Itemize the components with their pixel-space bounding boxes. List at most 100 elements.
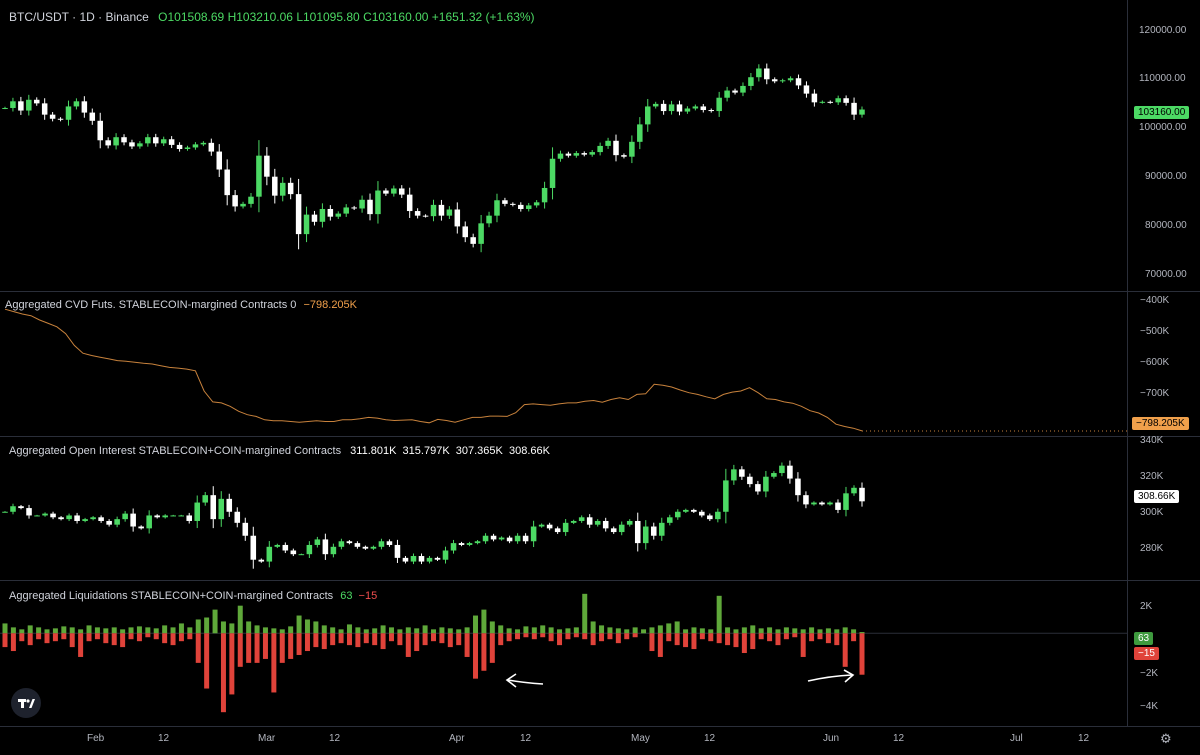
price-candle <box>137 143 143 147</box>
price-candle <box>644 106 651 125</box>
oi-candle <box>418 556 425 562</box>
liq-long-bar <box>817 629 823 634</box>
liq-short-bar <box>52 633 58 642</box>
oi-candle <box>594 520 601 525</box>
liq-long-bar <box>515 629 521 634</box>
time-tick: 12 <box>329 733 341 744</box>
oi-candle <box>466 543 473 545</box>
price-candle <box>335 213 342 217</box>
oi-last-label: 308.66K <box>1134 490 1180 503</box>
oi-title[interactable]: Aggregated Open Interest STABLECOIN+COIN… <box>9 445 342 457</box>
cvd-title[interactable]: Aggregated CVD Futs. STABLECOIN-margined… <box>5 299 297 311</box>
liq-short-bar <box>523 633 529 638</box>
liq-long-bar <box>52 628 58 634</box>
price-candle <box>692 106 699 109</box>
price-candle <box>113 137 119 146</box>
price-candle <box>105 140 111 146</box>
liq-short-bar <box>481 633 487 671</box>
oi-legend[interactable]: Aggregated Open Interest STABLECOIN+COIN… <box>9 445 550 457</box>
pane-separator-price-cvd[interactable] <box>0 291 1200 292</box>
oi-candle <box>562 522 569 533</box>
liq-short-bar <box>153 633 159 640</box>
time-tick: Mar <box>258 733 276 744</box>
price-candle <box>33 99 40 104</box>
liq-short-bar <box>27 633 33 646</box>
gear-icon[interactable]: ⚙ <box>1160 731 1172 746</box>
price-candle <box>57 118 64 120</box>
liq-short-bar <box>464 633 470 657</box>
oi-candle <box>586 517 593 525</box>
price-candle <box>49 114 56 119</box>
oi-candle <box>266 546 273 562</box>
price-candle <box>756 68 762 78</box>
liq-long-bar <box>624 629 630 634</box>
liq-short-bar <box>296 633 302 655</box>
liq-long-bar <box>582 593 588 634</box>
price-candle <box>145 137 151 144</box>
oi-tick: 320K <box>1140 471 1164 482</box>
price-candle <box>835 98 841 103</box>
liq-long-bar <box>288 626 294 634</box>
price-candle <box>184 147 191 149</box>
liq-long-value: 63 <box>340 590 353 602</box>
price-candle <box>367 199 373 215</box>
oi-candle <box>290 550 297 555</box>
liq-long-bar <box>750 625 756 634</box>
liq-long-bar <box>36 627 42 634</box>
liq-short-bar <box>61 633 67 640</box>
price-candle <box>224 169 230 196</box>
liq-short-bar <box>321 633 327 650</box>
liq-long-bar <box>405 627 411 634</box>
pane-separator-cvd-oi[interactable] <box>0 436 1200 437</box>
tradingview-logo-icon <box>18 699 35 708</box>
oi-candle <box>723 480 729 512</box>
price-axis-separator <box>1127 0 1128 727</box>
price-candle <box>533 202 540 206</box>
tradingview-logo[interactable] <box>11 688 41 718</box>
oi-candle <box>306 544 313 555</box>
symbol-title[interactable]: BTC/USDT · 1D · Binance <box>9 10 149 24</box>
liq-long-bar <box>136 626 142 634</box>
price-candle <box>502 200 508 204</box>
liq-short-bar <box>456 633 462 646</box>
oi-tick: 280K <box>1140 543 1164 554</box>
liq-long-bar <box>456 629 462 634</box>
price-candle <box>176 144 183 149</box>
liq-long-bar <box>128 627 134 634</box>
oi-tick: 340K <box>1140 435 1164 446</box>
pane-separator-oi-liq[interactable] <box>0 580 1200 581</box>
symbol-legend[interactable]: BTC/USDT · 1D · Binance O101508.69 H1032… <box>9 10 535 24</box>
liq-long-bar <box>523 626 529 634</box>
oi-candle <box>747 476 753 485</box>
liq-short-bar <box>19 633 25 642</box>
liq-short-bar <box>103 633 109 644</box>
price-tick: 90000.00 <box>1145 171 1187 182</box>
cvd-tick: −500K <box>1140 326 1170 337</box>
price-candle <box>787 78 794 81</box>
price-candle <box>684 108 691 112</box>
cvd-legend[interactable]: Aggregated CVD Futs. STABLECOIN-margined… <box>5 299 357 311</box>
liq-short-bar <box>649 633 655 652</box>
liq-title[interactable]: Aggregated Liquidations STABLECOIN+COIN-… <box>9 590 334 602</box>
liq-short-bar <box>431 633 436 642</box>
price-candle <box>248 196 254 204</box>
oi-candle <box>154 515 160 518</box>
liq-legend[interactable]: Aggregated Liquidations STABLECOIN+COIN-… <box>9 590 377 602</box>
time-axis-separator <box>0 726 1200 727</box>
price-candle <box>264 155 270 177</box>
time-tick: 12 <box>158 733 170 744</box>
price-tick: 110000.00 <box>1139 73 1186 84</box>
oi-candle <box>626 520 633 525</box>
liq-short-bar <box>825 633 831 644</box>
oi-candle <box>434 557 441 560</box>
liq-long-bar <box>346 624 352 634</box>
liq-long-bar <box>380 625 386 634</box>
oi-candle <box>699 511 705 516</box>
price-candle <box>708 110 714 112</box>
price-candle <box>279 182 286 196</box>
liq-short-bar <box>590 633 596 646</box>
liq-long-bar <box>557 629 563 634</box>
price-candle <box>597 145 603 153</box>
price-candle <box>422 215 429 217</box>
